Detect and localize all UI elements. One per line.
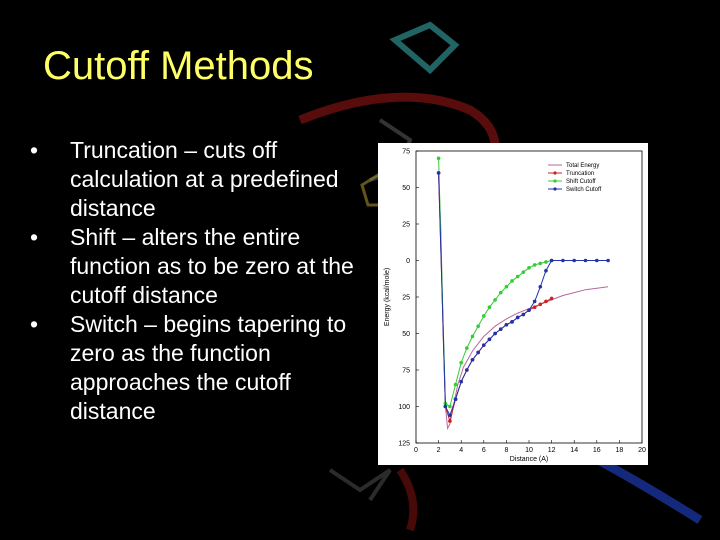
data-point bbox=[606, 258, 610, 263]
bullet-marker: • bbox=[30, 137, 39, 163]
data-point bbox=[544, 299, 548, 304]
data-point bbox=[583, 258, 588, 263]
x-tick-label: 4 bbox=[459, 447, 463, 454]
x-tick-label: 6 bbox=[482, 447, 486, 454]
data-point bbox=[493, 298, 497, 302]
energy-chart-panel: 0 2 4 6 8 10 12 14 16 18 20 75 50 25 0 25 50 75 100 125 Tot… bbox=[378, 143, 648, 465]
data-point bbox=[459, 379, 463, 384]
bullet-text: Shift – alters the entire function as to… bbox=[70, 224, 354, 308]
x-tick-label: 20 bbox=[638, 447, 646, 454]
series-line bbox=[438, 172, 609, 417]
data-point bbox=[544, 268, 548, 273]
data-point bbox=[448, 413, 452, 418]
legend-marker bbox=[553, 187, 557, 191]
legend-label: Shift Cutoff bbox=[566, 179, 596, 185]
x-tick-label: 2 bbox=[437, 447, 441, 454]
data-point bbox=[453, 382, 458, 387]
y-tick-label: 25 bbox=[402, 295, 410, 302]
legend-marker bbox=[553, 171, 557, 175]
bullet-item: • Truncation – cuts off calculation at a … bbox=[30, 136, 370, 223]
bg-tube-red-bottom bbox=[396, 467, 418, 532]
x-tick-label: 8 bbox=[504, 447, 508, 454]
y-axis-label: Energy (kcal/mole) bbox=[384, 268, 391, 326]
plot-frame bbox=[415, 150, 643, 444]
y-tick-label: 25 bbox=[402, 222, 410, 229]
data-point bbox=[448, 404, 452, 409]
legend-label: Truncation bbox=[566, 171, 594, 177]
data-point bbox=[538, 261, 543, 266]
data-point bbox=[482, 314, 486, 318]
data-point bbox=[521, 270, 526, 274]
data-point bbox=[465, 368, 469, 372]
data-point bbox=[527, 266, 531, 270]
legend-label: Total Energy bbox=[566, 163, 599, 169]
data-point bbox=[498, 327, 503, 331]
data-point bbox=[521, 312, 526, 317]
y-tick-label: 75 bbox=[402, 368, 410, 375]
bullet-item: • Shift – alters the entire function as t… bbox=[30, 223, 370, 310]
data-point bbox=[487, 337, 492, 342]
slide-title: Cutoff Methods bbox=[43, 44, 314, 88]
data-point bbox=[510, 279, 514, 283]
data-point bbox=[504, 284, 509, 289]
data-point bbox=[532, 263, 537, 267]
data-point bbox=[538, 302, 543, 307]
legend-marker bbox=[553, 179, 557, 183]
bullet-marker: • bbox=[30, 311, 39, 337]
bullet-marker: • bbox=[30, 224, 39, 250]
data-point bbox=[532, 299, 537, 304]
data-point bbox=[510, 320, 514, 324]
data-point bbox=[527, 308, 531, 312]
data-point bbox=[515, 274, 520, 279]
x-tick-label: 10 bbox=[525, 447, 533, 454]
energy-chart: 0 2 4 6 8 10 12 14 16 18 20 75 50 25 0 25 50 75 100 125 Tot… bbox=[384, 149, 646, 464]
x-tick-label: 12 bbox=[548, 447, 556, 454]
data-point bbox=[595, 258, 599, 263]
data-point bbox=[476, 350, 480, 355]
x-tick-label: 18 bbox=[616, 447, 624, 454]
data-point bbox=[515, 315, 520, 320]
bg-stick-bottom bbox=[328, 468, 392, 502]
x-tick-label: 0 bbox=[414, 447, 418, 454]
x-tick-label: 16 bbox=[593, 447, 601, 454]
y-tick-label: 75 bbox=[402, 149, 410, 156]
bullet-text: Truncation – cuts off calculation at a p… bbox=[70, 137, 339, 221]
data-point bbox=[561, 258, 565, 263]
data-point bbox=[436, 156, 441, 161]
data-point bbox=[470, 334, 475, 339]
series-line bbox=[438, 158, 552, 408]
series-line bbox=[438, 172, 609, 431]
data-point bbox=[482, 343, 486, 347]
x-tick-label: 14 bbox=[570, 447, 578, 454]
data-point bbox=[544, 260, 548, 264]
bullet-text: Switch – begins tapering to zero as the … bbox=[70, 311, 347, 424]
bg-stick-teal bbox=[389, 21, 460, 75]
data-point bbox=[549, 296, 554, 301]
data-point bbox=[493, 331, 497, 336]
data-point bbox=[476, 324, 480, 328]
data-point bbox=[470, 357, 475, 362]
data-point bbox=[453, 397, 458, 401]
data-point bbox=[459, 360, 463, 365]
data-point bbox=[487, 305, 492, 310]
data-point bbox=[498, 290, 503, 295]
bullet-item: • Switch – begins tapering to zero as the… bbox=[30, 310, 370, 426]
legend-label: Switch Cutoff bbox=[566, 187, 602, 193]
data-point bbox=[538, 284, 543, 289]
data-point bbox=[504, 322, 509, 327]
data-point bbox=[549, 258, 554, 263]
data-point bbox=[448, 419, 452, 423]
data-point bbox=[465, 346, 469, 350]
y-tick-label: 0 bbox=[406, 258, 410, 265]
data-point bbox=[436, 171, 441, 175]
y-tick-label: 100 bbox=[398, 404, 410, 411]
y-tick-label: 50 bbox=[402, 331, 410, 338]
data-point bbox=[532, 305, 537, 310]
y-tick-label: 125 bbox=[398, 441, 410, 448]
data-point bbox=[443, 404, 448, 409]
y-tick-label: 50 bbox=[402, 185, 410, 192]
x-axis-label: Distance (A) bbox=[510, 456, 549, 463]
bullet-list: • Truncation – cuts off calculation at a … bbox=[30, 136, 370, 426]
data-point bbox=[572, 258, 576, 263]
